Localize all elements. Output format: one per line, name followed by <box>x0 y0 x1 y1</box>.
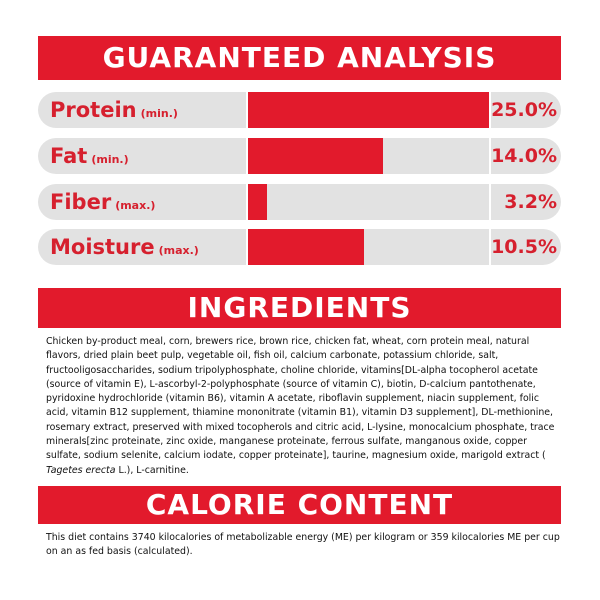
fat-label: Fat (min.) <box>50 144 129 168</box>
fiber-bar <box>248 184 267 220</box>
protein-value: 25.0% <box>491 99 557 121</box>
bar-divider-right <box>489 229 491 265</box>
fiber-value: 3.2% <box>504 191 557 213</box>
ingredients-text-end: L.), L-carnitine. <box>115 464 189 476</box>
moisture-bar <box>248 229 364 265</box>
bar-divider-left <box>246 184 248 220</box>
ingredients-heading: INGREDIENTS <box>38 288 561 328</box>
analysis-row-fat: Fat (min.) 14.0% <box>38 138 561 174</box>
bar-divider-left <box>246 92 248 128</box>
moisture-label: Moisture (max.) <box>50 235 199 259</box>
ingredients-text: Chicken by-product meal, corn, brewers r… <box>46 335 562 478</box>
fiber-qualifier: (max.) <box>115 199 156 212</box>
guaranteed-analysis-heading: GUARANTEED ANALYSIS <box>38 36 561 80</box>
ingredients-text-main: Chicken by-product meal, corn, brewers r… <box>46 336 555 462</box>
bar-divider-right <box>489 138 491 174</box>
bar-divider-right <box>489 92 491 128</box>
fat-bar <box>248 138 383 174</box>
ingredients-text-italic: Tagetes erecta <box>46 464 116 476</box>
bar-divider-right <box>489 184 491 220</box>
fat-qualifier: (min.) <box>91 153 129 166</box>
analysis-row-fiber: Fiber (max.) 3.2% <box>38 184 561 220</box>
protein-label: Protein (min.) <box>50 98 178 122</box>
protein-bar <box>248 92 489 128</box>
bar-divider-left <box>246 138 248 174</box>
bar-divider-left <box>246 229 248 265</box>
analysis-row-moisture: Moisture (max.) 10.5% <box>38 229 561 265</box>
fiber-label: Fiber (max.) <box>50 190 156 214</box>
protein-qualifier: (min.) <box>140 107 178 120</box>
calorie-content-text: This diet contains 3740 kilocalories of … <box>46 532 560 558</box>
calorie-content-heading: CALORIE CONTENT <box>38 486 561 524</box>
moisture-value: 10.5% <box>491 236 557 258</box>
analysis-row-protein: Protein (min.) 25.0% <box>38 92 561 128</box>
moisture-qualifier: (max.) <box>158 244 199 257</box>
row-background <box>38 184 561 220</box>
fat-value: 14.0% <box>491 145 557 167</box>
